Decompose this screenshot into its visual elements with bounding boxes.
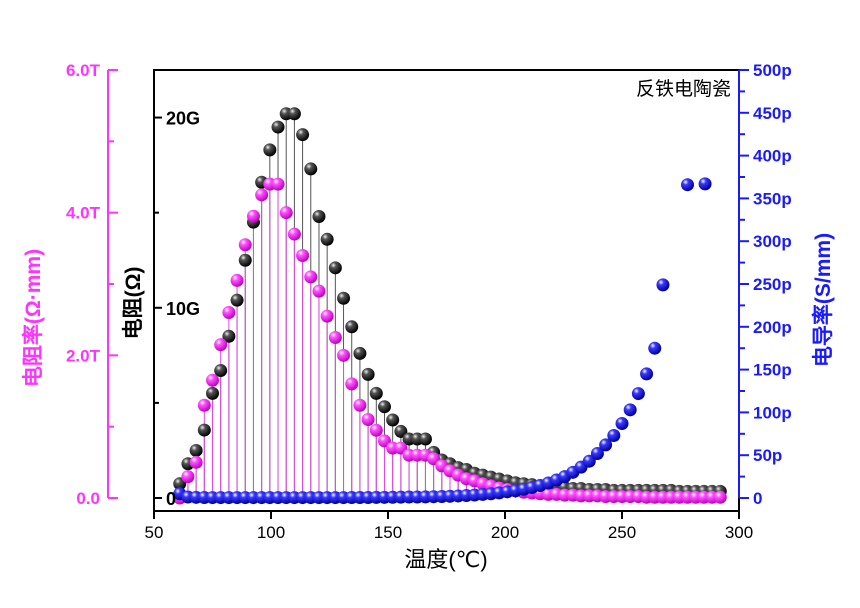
left-outer-tick-label: 6.0T (66, 61, 101, 80)
resistance-point (304, 162, 318, 176)
resistance-point (337, 291, 351, 305)
resistance-point (230, 293, 244, 307)
right-tick-label: 500p (753, 61, 792, 80)
resistivity-point (230, 273, 244, 287)
resistivity-point (328, 331, 342, 344)
right-tick-label: 150p (753, 361, 792, 380)
resistance-point (320, 232, 334, 246)
right-tick-label: 50p (753, 446, 782, 465)
resistance-point (238, 253, 252, 267)
resistivity-point (361, 413, 375, 427)
resistivity-point (246, 209, 260, 223)
conductivity-point (656, 278, 670, 292)
resistance-point (361, 367, 375, 381)
conductivity-point (582, 454, 596, 468)
resistance-point (394, 424, 408, 438)
x-tick-label: 100 (257, 523, 285, 542)
resistance-point (328, 261, 342, 275)
left-inner-tick-label: 10G (166, 299, 200, 319)
right-tick-label: 200p (753, 318, 792, 337)
conductivity-point (599, 438, 613, 452)
conductivity-series (173, 177, 712, 505)
resistance-point (287, 107, 301, 121)
resistance-point (312, 209, 326, 223)
resistivity-point (312, 284, 326, 298)
resistance-point (189, 443, 203, 457)
x-axis-ticks: 50 100 150 200 250 300 (145, 511, 753, 542)
right-tick-label: 100p (753, 403, 792, 422)
resistance-point (263, 143, 277, 157)
annotation-label: 反铁电陶瓷 (636, 78, 731, 100)
resistivity-point (369, 423, 383, 437)
resistivity-point (238, 238, 252, 252)
resistivity-point (713, 490, 727, 504)
right-tick-label: 350p (753, 189, 792, 208)
resistivity-stems (187, 184, 721, 498)
resistance-point (296, 128, 310, 142)
left-inner-axis-ticks: 0 10G 20G (154, 109, 200, 509)
resistivity-point (337, 348, 351, 362)
left-outer-axis-ticks: 0.0 2.0T 4.0T 6.0T (66, 61, 118, 508)
resistance-point (197, 423, 211, 437)
left-outer-tick-label: 2.0T (66, 346, 101, 365)
conductivity-point (607, 429, 621, 443)
x-tick-label: 150 (374, 523, 402, 542)
resistance-point (222, 329, 236, 343)
conductivity-point (615, 417, 629, 431)
right-tick-label: 250p (753, 275, 792, 294)
conductivity-point (623, 403, 637, 417)
resistance-series (173, 107, 727, 498)
resistance-point (418, 432, 432, 446)
resistance-point (345, 320, 359, 334)
resistance-stems (179, 113, 721, 498)
conductivity-point (648, 341, 662, 355)
resistivity-point (320, 309, 334, 323)
resistivity-point (287, 227, 301, 241)
resistivity-point (353, 398, 367, 412)
right-tick-label: 0 (753, 489, 762, 508)
plot-frame (153, 69, 740, 512)
resistance-point (206, 386, 219, 400)
resistivity-point (214, 338, 228, 352)
resistivity-point (345, 377, 359, 391)
resistance-point (377, 400, 391, 414)
right-tick-label: 300p (753, 232, 792, 251)
x-tick-label: 300 (725, 523, 753, 542)
resistivity-point (222, 306, 236, 320)
left-inner-axis-label: 电阻(Ω) (122, 267, 145, 340)
conductivity-point (631, 387, 645, 401)
resistance-point (353, 346, 367, 360)
right-axis-ticks: 0 50p 100p 150p 200p 250p 300p 350p 400p 450p 500p (739, 61, 792, 508)
resistivity-point (271, 177, 285, 191)
conductivity-point (590, 446, 604, 460)
right-tick-label: 450p (753, 104, 792, 123)
resistivity-point (255, 188, 269, 202)
resistivity-point (181, 470, 195, 484)
resistivity-point (296, 248, 310, 262)
right-tick-label: 400p (753, 147, 792, 166)
resistance-point (369, 386, 383, 400)
resistance-point (271, 120, 285, 134)
left-outer-axis-label: 电阻率(Ω·mm) (21, 249, 45, 387)
conductivity-point (698, 177, 712, 191)
resistivity-point (189, 455, 203, 469)
resistivity-point (279, 206, 293, 220)
resistivity-point (206, 373, 219, 387)
x-axis-label: 温度(℃) (404, 547, 487, 572)
conductivity-point (640, 367, 654, 381)
left-outer-tick-label: 4.0T (66, 204, 101, 223)
resistance-point (214, 364, 228, 378)
resistivity-point (197, 398, 211, 412)
left-inner-tick-label: 0 (166, 489, 176, 509)
left-inner-tick-label: 20G (166, 109, 200, 129)
x-tick-label: 200 (491, 523, 519, 542)
left-outer-tick-label: 0.0 (76, 489, 100, 508)
resistivity-point (304, 270, 318, 284)
resistance-point (386, 413, 400, 427)
right-axis-label: 电导率(S/mm) (811, 233, 835, 367)
x-tick-label: 250 (608, 523, 636, 542)
x-tick-label: 50 (145, 523, 164, 542)
conductivity-point (681, 178, 695, 192)
